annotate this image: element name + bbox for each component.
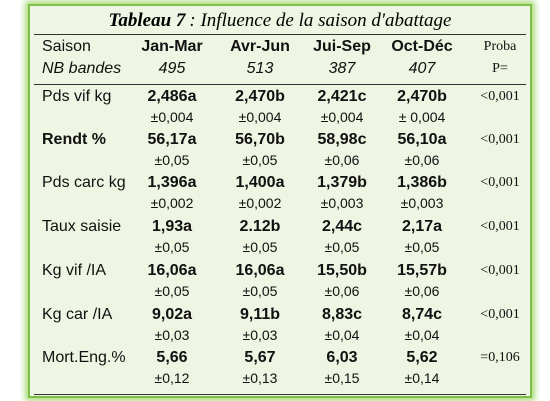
cell-value: 9,11b [239,306,281,323]
cell-error: ±0,002 [238,195,282,211]
column-header: Saison [42,38,91,55]
cell-error: ±0,05 [154,239,190,255]
cell-value: 58,98c [317,131,367,148]
cell-error: ±0,003 [400,195,444,211]
cell-value: 5,67 [244,349,276,366]
rule [34,394,526,395]
column-header: Avr-Jun [230,38,290,55]
title-text: : Influence de la saison d'abattage [189,10,452,31]
cell-value: 8,83c [321,306,363,323]
row-label: Mort.Eng.% [42,349,126,366]
cell-error: ±0,06 [324,283,360,299]
rule [34,84,526,85]
cell-value: 56,10a [397,131,447,148]
cell-value: 16,06a [147,262,197,279]
cell-error: ±0,04 [324,327,360,343]
column-subheader: 513 [246,60,274,77]
cell-value: 1,396a [147,174,197,191]
column-subheader: 407 [408,60,436,77]
row-label: Kg car /IA [42,306,113,323]
cell-value: 2,421c [317,88,367,105]
row-label: Pds vif kg [42,88,112,105]
cell-value: 15,50b [317,262,367,279]
cell-proba: =0,106 [480,350,520,365]
cell-error: ±0,05 [242,283,278,299]
column-header: Jui-Sep [313,38,371,55]
cell-error: ±0,04 [404,327,440,343]
row-label: Kg vif /IA [42,262,107,279]
cell-error: ±0,06 [404,283,440,299]
cell-value: 8,74c [401,306,443,323]
row-label: Rendt % [42,131,106,148]
cell-error: ±0,05 [242,152,278,168]
cell-error: ±0,05 [404,239,440,255]
column-subheader: NB bandes [42,60,122,77]
row-label: Taux saisie [42,218,122,235]
cell-error: ±0,05 [154,283,190,299]
column-header: Proba [483,39,517,54]
cell-value: 2,486a [147,88,197,105]
cell-value: 2,470b [397,88,447,105]
cell-error: ±0,05 [242,239,278,255]
cell-error: ±0,004 [150,109,194,125]
cell-value: 2,44c [321,218,363,235]
cell-error: ±0,03 [154,327,190,343]
cell-proba: <0,001 [480,175,520,190]
cell-proba: <0,001 [480,219,520,234]
cell-value: 5,62 [406,349,438,366]
cell-value: 5,66 [156,349,188,366]
title: Tableau 7: Influence de la saison d'abat… [30,10,530,32]
cell-proba: <0,001 [480,132,520,147]
cell-value: 1,386b [397,174,447,191]
cell-value: 2,470b [235,88,285,105]
cell-error: ±0,06 [324,152,360,168]
cell-value: 1,379b [317,174,367,191]
cell-error: ± 0,004 [398,109,446,125]
cell-error: ±0,05 [324,239,360,255]
column-header: Jan-Mar [141,38,203,55]
cell-error: ±0,12 [154,370,190,386]
cell-error: ±0,15 [324,370,360,386]
cell-error: ±0,14 [404,370,440,386]
cell-value: 9,02a [151,306,193,323]
cell-error: ±0,13 [242,370,278,386]
row-label: Pds carc kg [42,174,126,191]
cell-value: 2,17a [401,218,443,235]
cell-error: ±0,004 [238,109,282,125]
cell-error: ±0,06 [404,152,440,168]
cell-error: ±0,03 [242,327,278,343]
rule [34,34,526,35]
cell-value: 2.12b [239,218,281,235]
title-number: Tableau 7 [108,10,186,31]
cell-value: 6,03 [326,349,358,366]
column-subheader: 495 [158,60,186,77]
cell-error: ±0,003 [320,195,364,211]
cell-error: ±0,002 [150,195,194,211]
cell-proba: <0,001 [480,89,520,104]
cell-proba: <0,001 [480,263,520,278]
cell-value: 15,57b [397,262,447,279]
cell-error: ±0,05 [154,152,190,168]
cell-value: 1,400a [235,174,285,191]
cell-value: 16,06a [235,262,285,279]
column-subheader: P= [492,61,508,76]
column-subheader: 387 [328,60,356,77]
cell-error: ±0,004 [320,109,364,125]
cell-proba: <0,001 [480,307,520,322]
column-header: Oct-Déc [391,38,453,55]
cell-value: 56,17a [147,131,197,148]
cell-value: 56,70b [235,131,285,148]
table-frame: Tableau 7: Influence de la saison d'abat… [28,4,532,398]
cell-value: 1,93a [151,218,193,235]
